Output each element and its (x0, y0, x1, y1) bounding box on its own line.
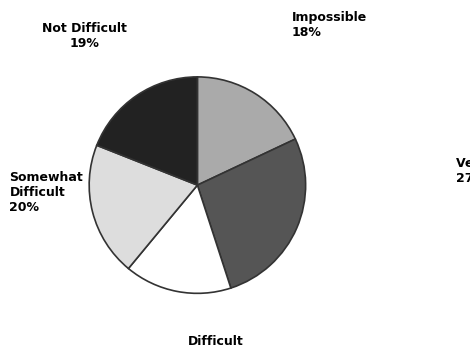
Text: Somewhat
Difficult
20%: Somewhat Difficult 20% (9, 171, 83, 214)
Wedge shape (89, 145, 197, 268)
Text: Difficult: Difficult (188, 335, 244, 348)
Wedge shape (197, 77, 295, 185)
Wedge shape (128, 185, 231, 293)
Wedge shape (197, 139, 306, 288)
Wedge shape (97, 77, 197, 185)
Text: Impossible
18%: Impossible 18% (291, 11, 367, 39)
Text: Not Difficult
19%: Not Difficult 19% (42, 22, 127, 49)
Text: Very Difficult
27%: Very Difficult 27% (456, 157, 470, 185)
